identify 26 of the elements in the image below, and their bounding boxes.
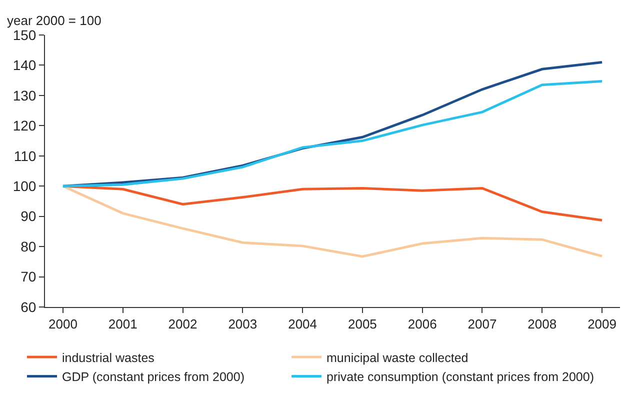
x-tick-label: 2001	[108, 316, 138, 332]
legend-label: municipal waste collected	[326, 350, 468, 365]
x-tick-label: 2007	[468, 316, 497, 332]
line-series	[62, 184, 604, 258]
y-tick-label: 80	[20, 238, 36, 254]
y-tick-label: 100	[12, 178, 36, 194]
y-tick-label: 110	[14, 148, 36, 164]
legend-label: GDP (constant prices from 2000)	[62, 370, 244, 384]
x-tick-label: 2006	[408, 316, 437, 332]
x-tick-label: 2004	[288, 316, 318, 332]
y-tick-label: 120	[12, 118, 36, 134]
legend-label: industrial wastes	[62, 350, 154, 365]
x-tick-label: 2009	[588, 316, 616, 332]
y-tick-label: 90	[20, 208, 36, 224]
x-tick-label: 2005	[348, 316, 377, 332]
y-tick-label: 150	[12, 26, 36, 43]
legend-label: private consumption (constant prices from 2000)	[326, 370, 594, 384]
y-tick-label: 70	[20, 268, 36, 285]
y-axis-title: year 2000 = 100	[7, 13, 102, 28]
x-tick-label: 2008	[528, 316, 557, 332]
x-tick-label: 2000	[48, 316, 78, 332]
y-tick-label: 140	[12, 57, 36, 74]
x-tick-label: 2003	[228, 316, 258, 332]
y-tick-label: 60	[20, 298, 36, 315]
y-tick-label: 130	[12, 87, 36, 104]
x-tick-label: 2002	[168, 316, 198, 332]
